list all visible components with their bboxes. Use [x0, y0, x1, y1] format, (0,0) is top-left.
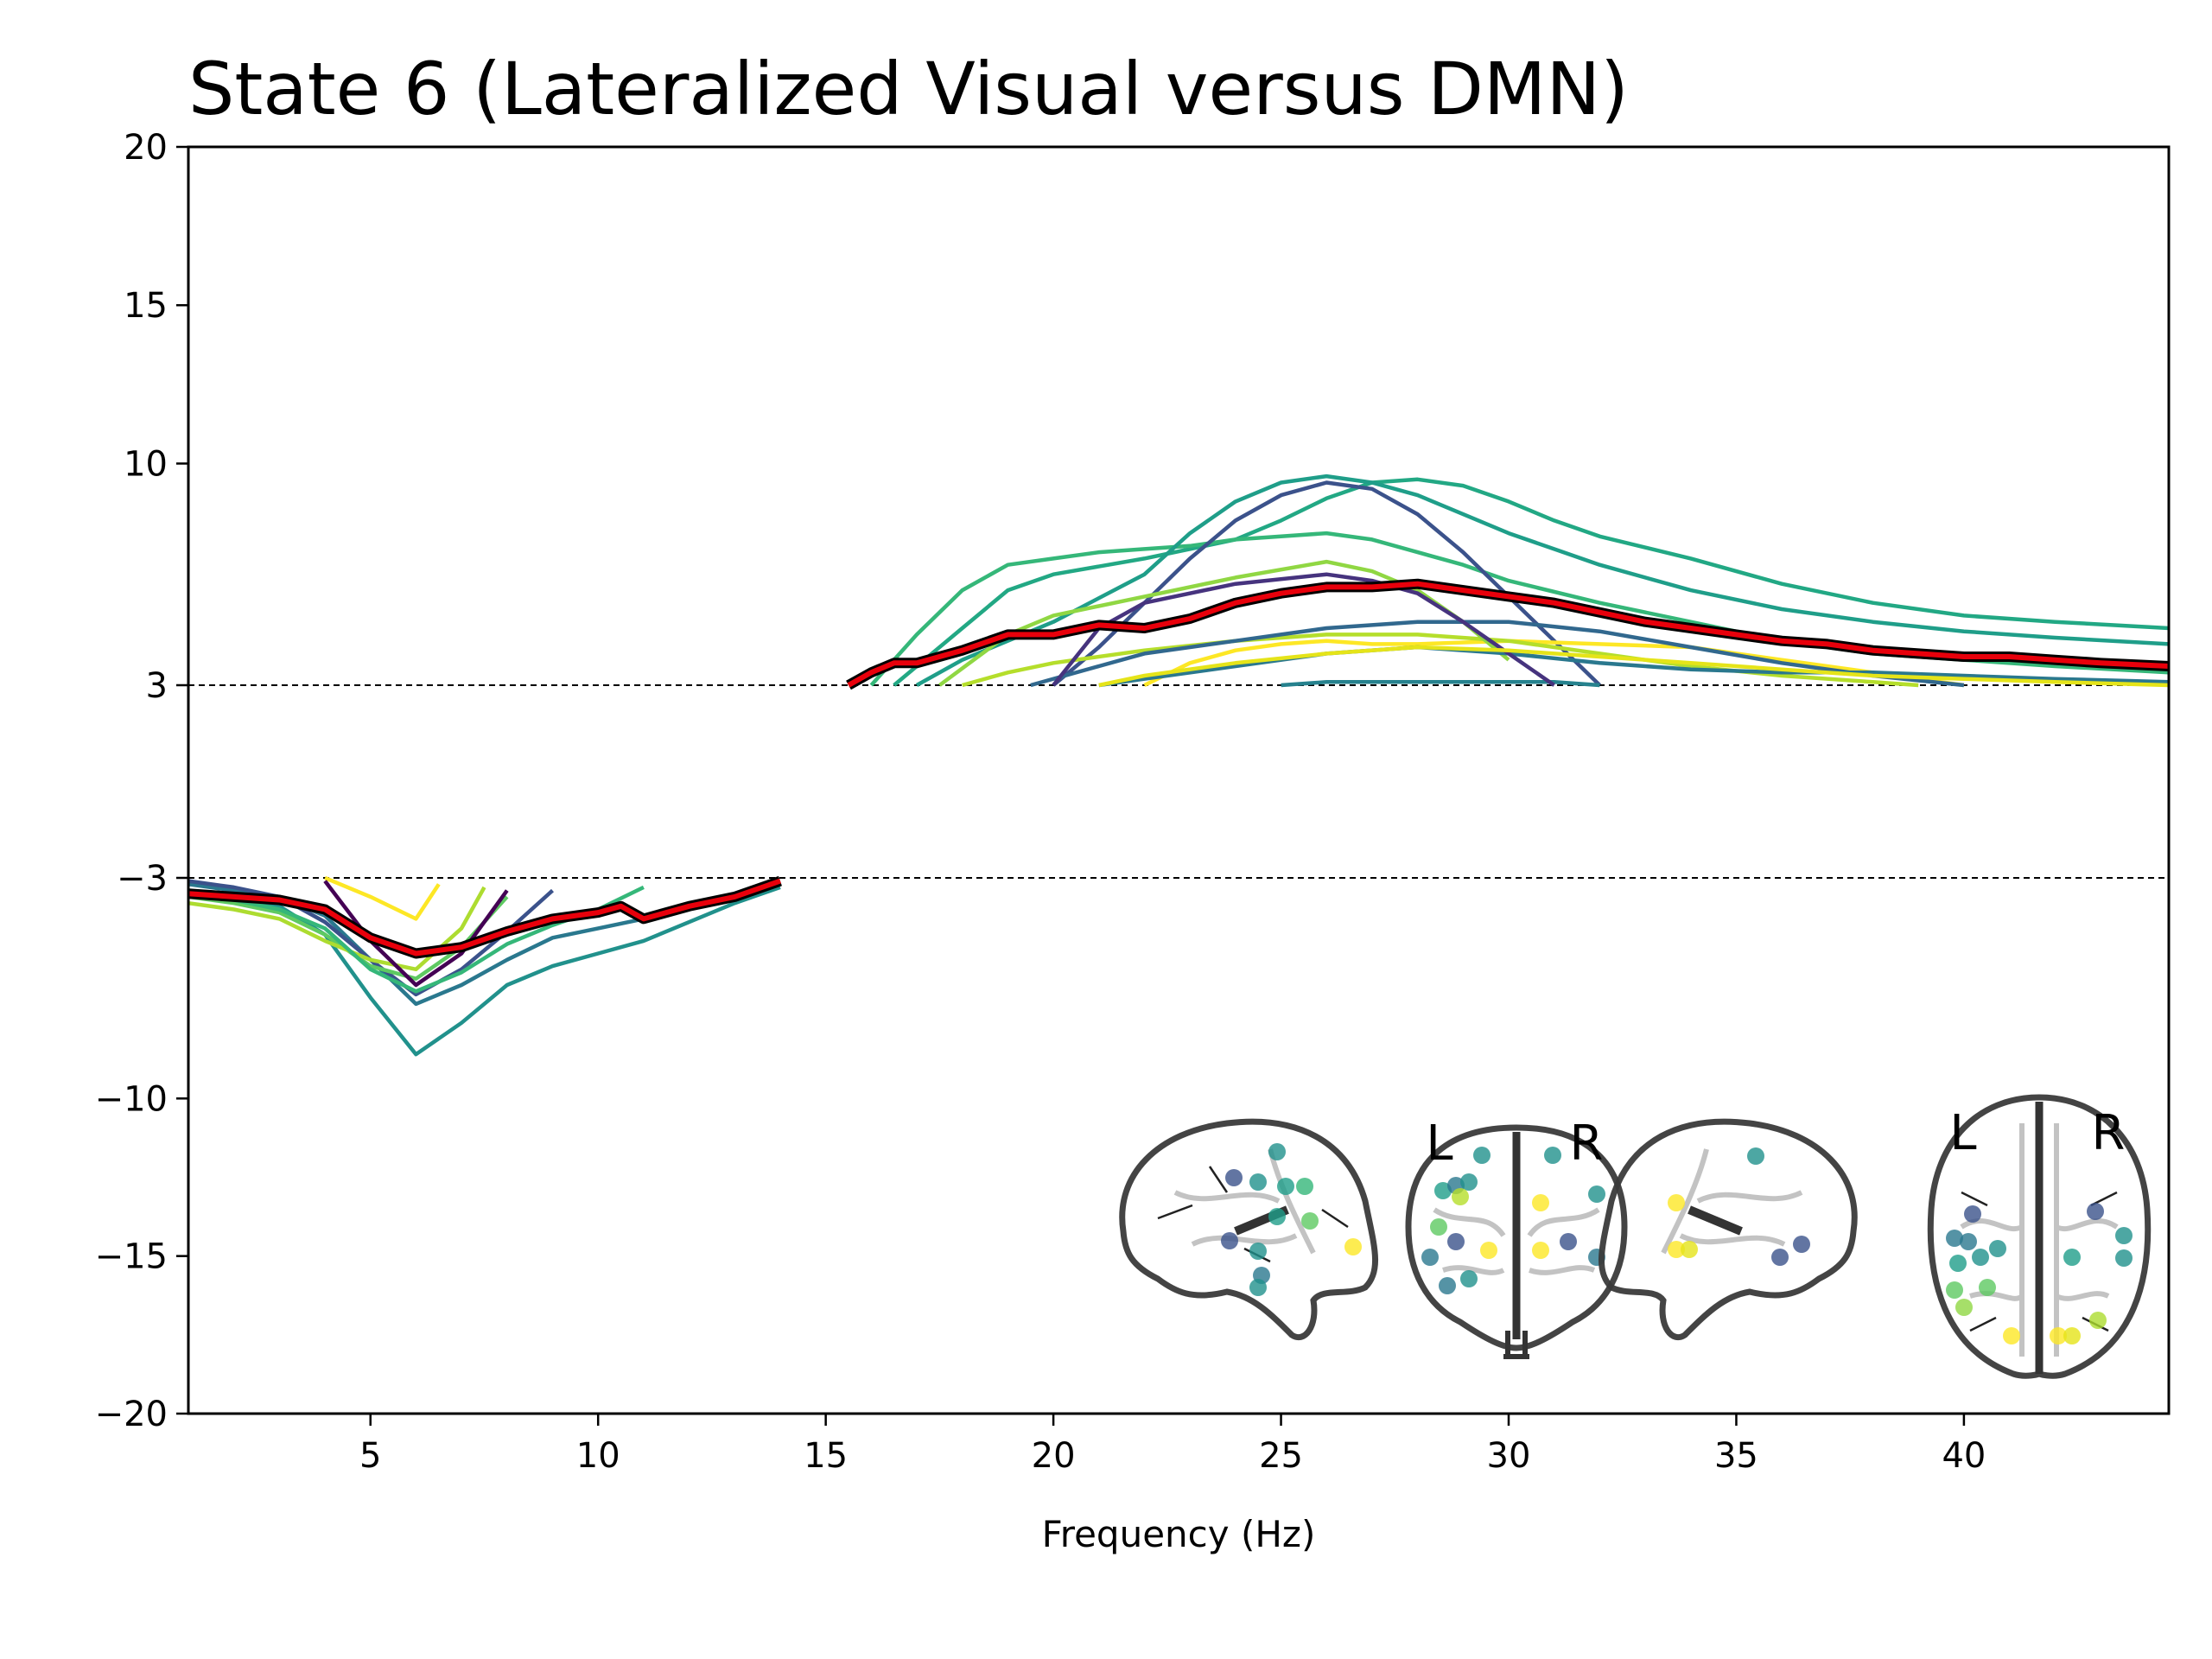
brain-node-5 — [1296, 1178, 1313, 1195]
brain-axial-fine — [1961, 1191, 2118, 1332]
brain-node-52 — [2063, 1327, 2081, 1344]
chart-title: State 6 (Lateralized Visual versus DMN) — [188, 47, 1629, 131]
brain-node-1 — [1268, 1143, 1286, 1160]
brain-node-33 — [1681, 1241, 1698, 1258]
brain-node-13 — [1473, 1147, 1491, 1164]
x-tick-label-2: 15 — [804, 1436, 848, 1476]
brain-node-34 — [1771, 1249, 1789, 1266]
brain-node-7 — [1301, 1212, 1319, 1230]
brain-label-right-coronal: R — [1570, 1116, 1604, 1172]
parcel-line-17 — [1098, 645, 2170, 688]
y-tick-label-2: 10 — [124, 444, 168, 484]
brain-node-9 — [1249, 1243, 1267, 1260]
brain-node-15 — [1434, 1182, 1452, 1199]
brain-node-42 — [1949, 1255, 1967, 1272]
y-tick-label-5: −10 — [95, 1079, 168, 1119]
brain-node-3 — [1249, 1173, 1267, 1191]
brain-node-30 — [1747, 1147, 1764, 1165]
brain-node-18 — [1452, 1188, 1469, 1205]
brain-node-47 — [1946, 1281, 1963, 1299]
plot-frame — [187, 145, 2171, 1415]
parcel-line-12 — [1143, 639, 1965, 688]
brain-coronal — [1405, 1124, 1628, 1351]
brain-node-25 — [1480, 1242, 1497, 1259]
brain-sulci-3 — [1661, 1148, 1803, 1255]
brain-axial-sulci — [1960, 1123, 2119, 1357]
brain-node-39 — [1960, 1233, 1977, 1250]
brain-node-31 — [1668, 1194, 1685, 1211]
brain-sagittal-left — [1119, 1118, 1378, 1340]
brain-node-26 — [1532, 1242, 1549, 1259]
brain-node-2 — [1225, 1169, 1243, 1186]
brain-node-36 — [1964, 1205, 1981, 1223]
brain-node-49 — [2089, 1312, 2107, 1329]
brain-sulci-1 — [1173, 1148, 1316, 1255]
brain-node-22 — [1447, 1233, 1465, 1250]
brain-node-41 — [2115, 1227, 2133, 1244]
brain-sagittal-sulcus-right — [1688, 1205, 1743, 1236]
brain-label-left-coronal: L — [1426, 1116, 1452, 1172]
parcel-line-7 — [323, 880, 509, 988]
parcel-line-5 — [324, 875, 441, 921]
x-tick-label-0: 5 — [359, 1436, 381, 1476]
parcel-line-8 — [893, 477, 2170, 687]
brain-sagittal-right — [1599, 1118, 1858, 1340]
brain-node-37 — [2087, 1203, 2104, 1220]
mean-line-21 — [847, 581, 2170, 688]
plot-area — [188, 474, 2170, 1057]
brain-label-right-axial: R — [2092, 1105, 2126, 1161]
brain-node-44 — [2063, 1249, 2081, 1266]
parcel-line-18 — [1052, 572, 1555, 687]
y-tick-label-3: 3 — [146, 666, 168, 706]
brain-sulci-2 — [1157, 1166, 1349, 1263]
x-tick-label-3: 20 — [1032, 1436, 1076, 1476]
parcel-line-19 — [1098, 645, 2170, 688]
y-tick-label-0: 20 — [124, 128, 168, 168]
parcel-line-13 — [962, 632, 1919, 688]
brain-node-19 — [1588, 1185, 1605, 1203]
x-tick-label-1: 10 — [576, 1436, 620, 1476]
brain-node-32 — [1668, 1241, 1685, 1258]
axes: 5 10 15 20 25 30 35 40 20 15 10 3 −3 −10 −15 −20 — [95, 128, 1986, 1476]
brain-stem — [1503, 1331, 1529, 1359]
y-tick-label-6: −15 — [95, 1237, 168, 1277]
brain-node-38 — [1946, 1230, 1963, 1247]
brain-node-29 — [1460, 1270, 1478, 1287]
brain-node-46 — [1979, 1279, 1996, 1296]
brain-node-28 — [1439, 1277, 1456, 1294]
y-tick-label-1: 15 — [124, 286, 168, 326]
brain-node-35 — [1793, 1236, 1810, 1253]
x-tick-label-5: 30 — [1487, 1436, 1531, 1476]
brain-node-6 — [1268, 1208, 1286, 1225]
brain-node-14 — [1544, 1147, 1561, 1164]
x-tick-label-7: 40 — [1942, 1436, 1986, 1476]
brain-node-20 — [1532, 1194, 1549, 1211]
brain-node-8 — [1221, 1232, 1238, 1249]
x-tick-label-4: 25 — [1259, 1436, 1303, 1476]
y-tick-label-4: −3 — [117, 859, 168, 899]
brain-node-21 — [1430, 1218, 1447, 1236]
y-tick-label-7: −20 — [95, 1395, 168, 1434]
brain-node-45 — [2115, 1249, 2133, 1267]
x-axis-label: Frequency (Hz) — [1042, 1513, 1316, 1555]
brain-node-48 — [1955, 1299, 1973, 1316]
brain-label-left-axial: L — [1949, 1105, 1976, 1161]
brain-node-10 — [1344, 1238, 1362, 1255]
brain-node-17 — [1460, 1173, 1478, 1191]
brain-node-43 — [1972, 1249, 1989, 1266]
brain-node-50 — [2003, 1327, 2020, 1344]
mean-line-20 — [188, 878, 781, 957]
brain-coronal-sulci — [1433, 1207, 1600, 1275]
brain-node-4 — [1277, 1178, 1294, 1195]
brain-node-12 — [1249, 1279, 1267, 1296]
brain-node-40 — [1989, 1240, 2006, 1257]
parcel-line-10 — [915, 474, 2170, 687]
brain-node-51 — [2050, 1327, 2067, 1344]
brain-node-24 — [1421, 1249, 1439, 1266]
x-tick-label-6: 35 — [1714, 1436, 1758, 1476]
brain-node-23 — [1560, 1233, 1577, 1250]
